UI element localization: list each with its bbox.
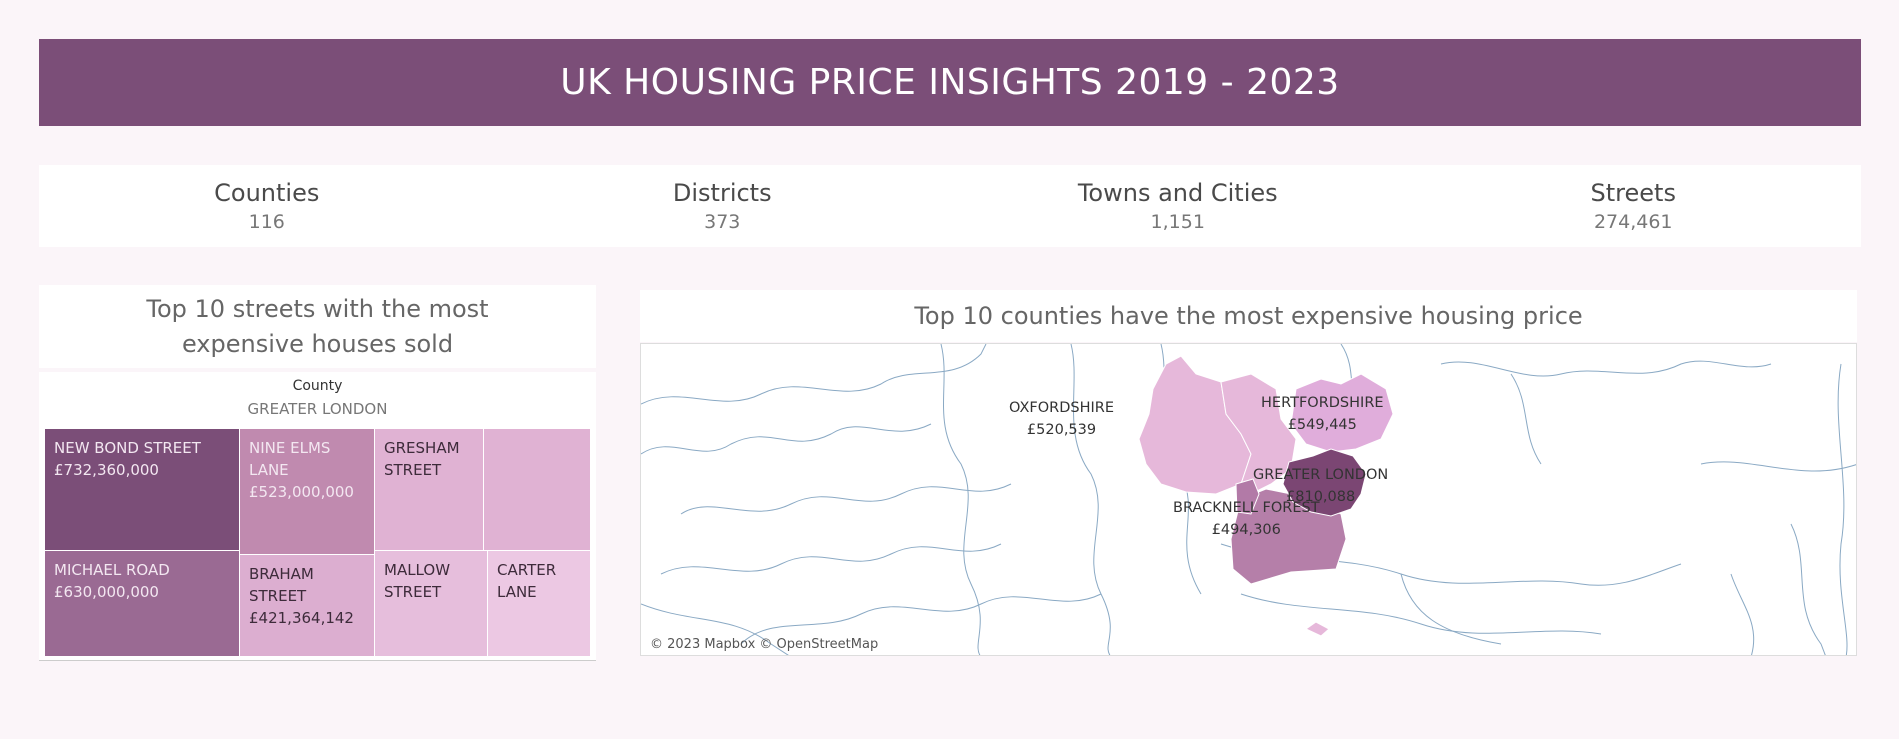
hertfordshire-shape[interactable]: [1290, 373, 1394, 453]
treemap-cell-mallow-street[interactable]: MALLOW STREET: [374, 550, 488, 657]
map-title-text: Top 10 counties have the most expensive …: [914, 301, 1583, 330]
treemap-cell-line: £732,360,000: [54, 461, 159, 479]
kpi-label: Streets: [1590, 179, 1676, 207]
treemap-cell-carter-lane[interactable]: CARTER LANE: [487, 550, 591, 657]
treemap-title-text: Top 10 streets with the most expensive h…: [146, 294, 489, 358]
kpi-counties: Counties 116: [39, 165, 495, 247]
map-attribution[interactable]: © 2023 Mapbox © OpenStreetMap: [650, 637, 879, 652]
treemap-cell-new-bond-street[interactable]: NEW BOND STREET £732,360,000: [44, 428, 240, 551]
bracknell-forest-shape[interactable]: [1235, 478, 1260, 515]
map-title: Top 10 counties have the most expensive …: [640, 290, 1857, 342]
treemap-cell-gresham-street[interactable]: GRESHAM STREET: [374, 428, 484, 551]
county-name: GREATER LONDON: [1253, 467, 1389, 483]
buckinghamshire-shape[interactable]: [1220, 373, 1297, 495]
kpi-districts: Districts 373: [495, 165, 951, 247]
county-name: HERTFORDSHIRE: [1261, 395, 1384, 411]
county-name: BRACKNELL FOREST: [1173, 500, 1320, 516]
treemap-cell-line: BRAHAM: [249, 565, 314, 583]
county-label-hertfordshire: HERTFORDSHIRE £549,445: [1261, 392, 1384, 436]
treemap-cell-unlabeled[interactable]: [483, 428, 591, 551]
county-map[interactable]: OXFORDSHIRE £520,539 HERTFORDSHIRE £549,…: [640, 343, 1857, 656]
streets-treemap: NEW BOND STREET £732,360,000 NINE ELMS LAN…: [39, 424, 596, 661]
treemap-cell-line: STREET: [384, 583, 442, 601]
kpi-row: Counties 116 Districts 373 Towns and Cit…: [39, 165, 1861, 247]
county-label-bracknell-forest: BRACKNELL FOREST £494,306: [1173, 497, 1320, 541]
county-price: £494,306: [1211, 522, 1281, 538]
treemap-cell-line: CARTER: [497, 561, 557, 579]
treemap-cell-line: MICHAEL ROAD: [54, 561, 170, 579]
treemap-cell-line: MALLOW: [384, 561, 451, 579]
county-filter[interactable]: County GREATER LONDON: [39, 372, 596, 425]
dashboard-header: UK HOUSING PRICE INSIGHTS 2019 - 2023: [39, 39, 1861, 126]
treemap-cell-michael-road[interactable]: MICHAEL ROAD £630,000,000: [44, 550, 240, 657]
kpi-label: Districts: [672, 179, 772, 207]
county-price: £810,088: [1286, 489, 1356, 505]
county-label-greater-london: GREATER LONDON £810,088: [1253, 464, 1388, 508]
filter-label: County: [292, 378, 343, 394]
county-shapes: [1138, 355, 1394, 637]
treemap-cell-line: NEW BOND STREET: [54, 439, 201, 457]
treemap-cell-line: £630,000,000: [54, 583, 159, 601]
county-price: £549,445: [1287, 417, 1357, 433]
treemap-cell-line: GRESHAM: [384, 439, 460, 457]
kpi-label: Towns and Cities: [1077, 179, 1278, 207]
kpi-value: 274,461: [1593, 211, 1673, 233]
treemap-cell-line: £523,000,000: [249, 483, 354, 501]
county-price: £520,539: [1026, 422, 1097, 438]
kpi-streets: Streets 274,461: [1406, 165, 1862, 247]
treemap-cell-braham-street[interactable]: BRAHAM STREET £421,364,142: [239, 554, 375, 657]
treemap-cell-line: NINE ELMS: [249, 439, 331, 457]
filter-value[interactable]: GREATER LONDON: [247, 400, 388, 418]
kpi-label: Counties: [214, 179, 320, 207]
map-canvas: [641, 344, 1856, 655]
county-name: OXFORDSHIRE: [1009, 400, 1115, 416]
treemap-cell-line: STREET: [249, 587, 307, 605]
dashboard-title: UK HOUSING PRICE INSIGHTS 2019 - 2023: [560, 62, 1340, 103]
treemap-cell-line: £421,364,142: [249, 609, 354, 627]
greater-london-shape[interactable]: [1282, 448, 1367, 517]
kpi-value: 1,151: [1150, 211, 1205, 233]
kpi-value: 116: [248, 211, 285, 233]
treemap-cell-nine-elms-lane[interactable]: NINE ELMS LANE £523,000,000: [239, 428, 375, 555]
kpi-value: 373: [704, 211, 741, 233]
treemap-cell-line: STREET: [384, 461, 442, 479]
treemap-cell-line: LANE: [497, 583, 537, 601]
small-county-shape[interactable]: [1305, 621, 1330, 637]
oxfordshire-shape[interactable]: [1138, 355, 1252, 495]
treemap-cell-line: LANE: [249, 461, 289, 479]
county-label-oxfordshire: OXFORDSHIRE £520,539: [1009, 397, 1114, 441]
treemap-title: Top 10 streets with the most expensive h…: [39, 285, 596, 368]
kpi-towns: Towns and Cities 1,151: [950, 165, 1406, 247]
